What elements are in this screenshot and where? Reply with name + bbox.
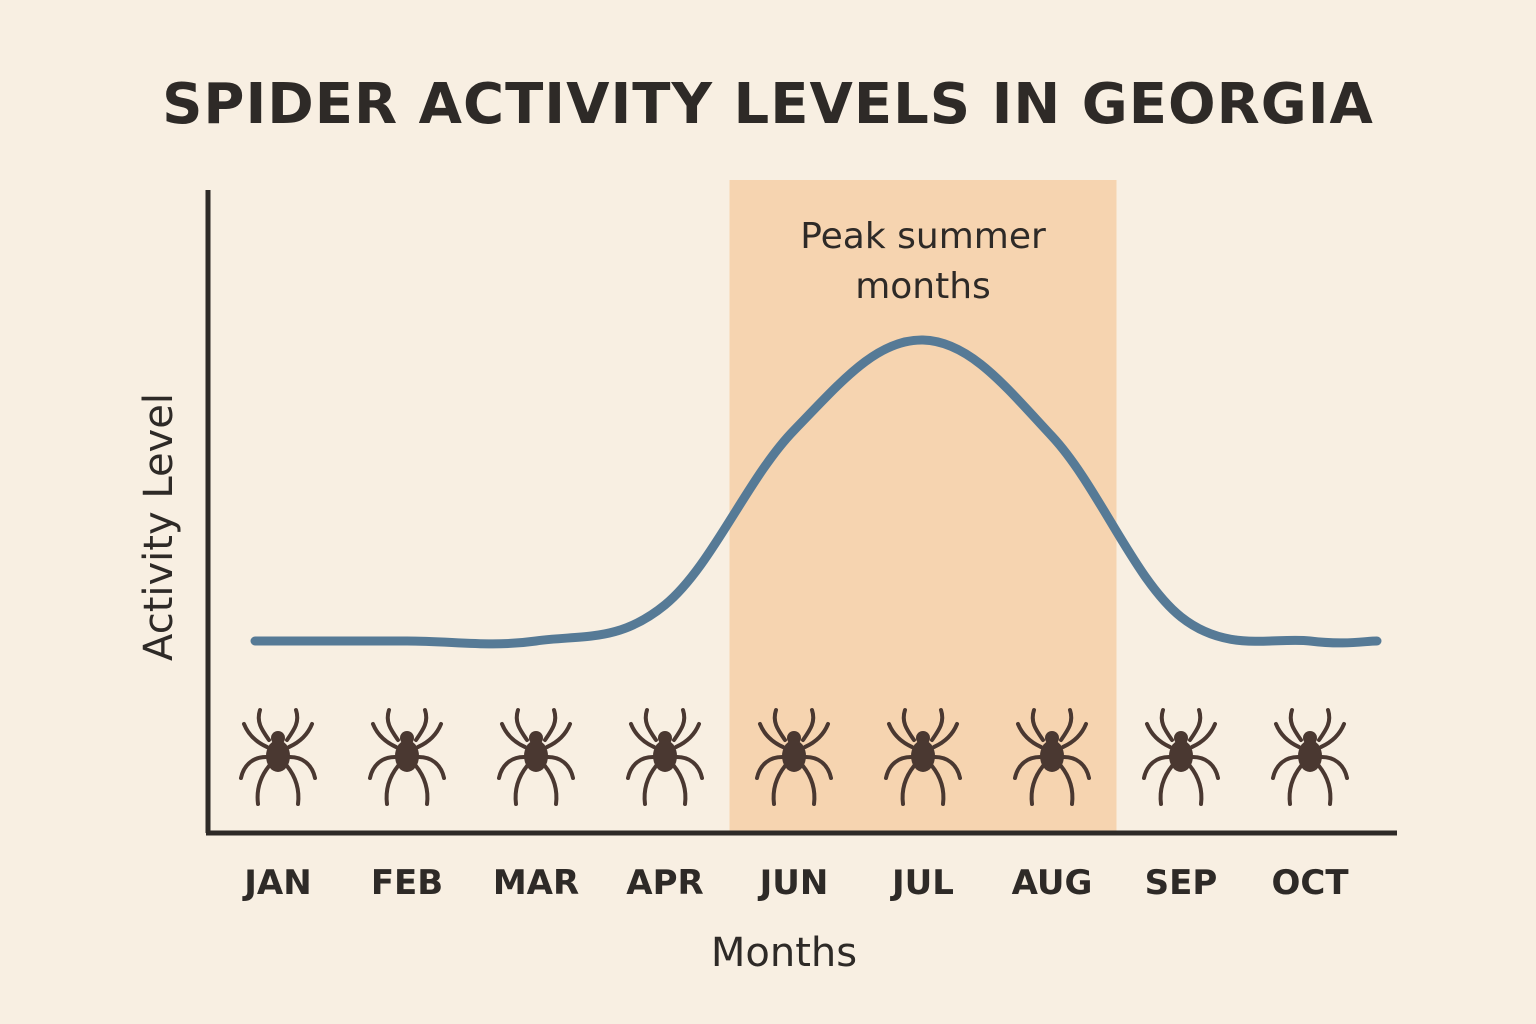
spider-icon (1273, 710, 1347, 804)
spider-icon (370, 710, 444, 804)
x-tick-label: FEB (371, 863, 443, 903)
x-tick-label: SEP (1145, 863, 1218, 903)
x-tick-label: JUL (890, 863, 954, 903)
y-axis-label: Activity Level (136, 393, 182, 661)
x-tick-labels: JAN FEB MAR APR JUN JUL AUG SEP OCT (242, 863, 1349, 903)
peak-summer-label-line2: months (855, 266, 991, 307)
peak-summer-label-line1: Peak summer (800, 216, 1046, 257)
x-tick-label: MAR (493, 863, 579, 903)
spider-icon (628, 710, 702, 804)
spider-icon (241, 710, 315, 804)
spider-icon (499, 710, 573, 804)
x-tick-label: JUN (758, 863, 829, 903)
x-axis-label: Months (711, 930, 857, 976)
x-tick-label: APR (626, 863, 703, 903)
x-tick-label: AUG (1012, 863, 1093, 903)
x-tick-label: JAN (242, 863, 311, 903)
spider-icon (1144, 710, 1218, 804)
x-tick-label: OCT (1271, 863, 1349, 903)
